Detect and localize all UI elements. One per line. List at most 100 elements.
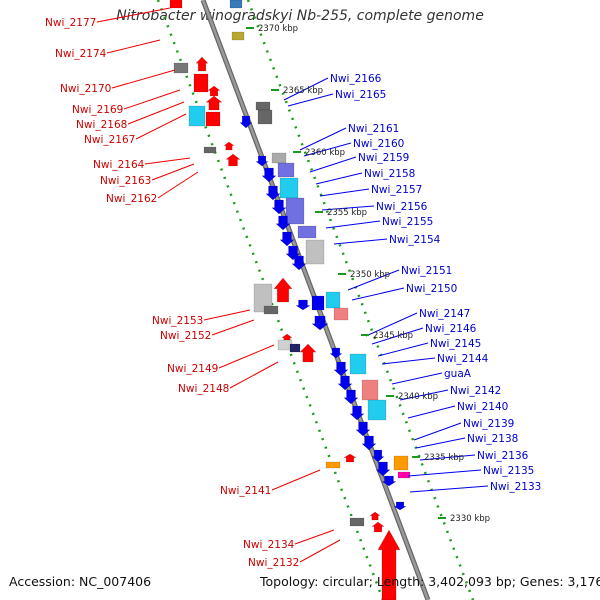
forward-gene-arrow <box>207 85 221 97</box>
gene-block <box>325 291 341 309</box>
gene-block <box>361 379 379 401</box>
gene-label-nwi_2152: Nwi_2152 <box>160 330 211 342</box>
gene-block <box>173 62 189 74</box>
gene-block <box>203 146 217 154</box>
gene-block <box>169 0 183 9</box>
gene-label-nwi_2134: Nwi_2134 <box>243 539 295 551</box>
leader-line <box>127 101 185 125</box>
gene-label-nwi_2158: Nwi_2158 <box>364 168 415 180</box>
gene-label-nwi_2132: Nwi_2132 <box>248 557 299 569</box>
leader-line <box>229 361 279 389</box>
gene-label-nwi_2177: Nwi_2177 <box>45 17 96 29</box>
forward-gene-arrow <box>299 343 317 363</box>
forward-gene-arrow <box>195 56 209 72</box>
reverse-gene-arrow <box>275 215 291 231</box>
forward-gene-arrow <box>223 141 235 151</box>
reverse-gene-arrow <box>295 299 311 311</box>
gene-block <box>289 343 301 353</box>
leader-line <box>294 529 335 545</box>
gene-block <box>311 295 325 311</box>
gene-label-nwi_2142: Nwi_2142 <box>450 385 501 397</box>
gene-block <box>397 471 411 479</box>
gene-block <box>231 31 245 41</box>
gene-label-nwi_2149: Nwi_2149 <box>167 363 218 375</box>
gene-label-nwi_2163: Nwi_2163 <box>100 175 151 187</box>
leader-line <box>299 539 341 563</box>
leader-line <box>135 113 187 140</box>
scale-label: 2365 kbp <box>283 86 323 96</box>
reverse-gene-arrow <box>375 461 391 477</box>
reverse-gene-arrow <box>239 115 253 129</box>
gene-label-nwi_2145: Nwi_2145 <box>430 338 481 350</box>
gene-label-nwi_2155: Nwi_2155 <box>382 216 433 228</box>
reverse-gene-arrow <box>291 255 307 271</box>
scale-label: 2335 kbp <box>424 453 464 463</box>
gene-block <box>253 283 273 313</box>
gene-label-nwi_2165: Nwi_2165 <box>335 89 386 101</box>
reverse-gene-arrow <box>311 315 329 331</box>
leader-line <box>315 172 363 185</box>
leader-line <box>347 269 400 291</box>
scale-label: 2350 kbp <box>350 270 390 280</box>
leader-line <box>111 69 176 89</box>
leader-line <box>309 156 357 173</box>
leader-line <box>399 389 449 401</box>
gene-block <box>279 177 299 199</box>
leader-line <box>325 220 381 229</box>
gene-label-nwi_2167: Nwi_2167 <box>84 134 135 146</box>
gene-label-nwi_2136: Nwi_2136 <box>477 450 529 462</box>
leader-line <box>283 77 329 101</box>
forward-gene-arrow <box>377 529 401 600</box>
reverse-gene-arrow <box>329 347 343 359</box>
reverse-gene-arrow <box>333 361 349 377</box>
reverse-gene-arrow <box>393 501 407 511</box>
gene-label-nwi_2147: Nwi_2147 <box>419 308 470 320</box>
gene-label-nwi_2133: Nwi_2133 <box>490 481 541 493</box>
gene-block <box>229 0 243 9</box>
gene-block <box>297 225 317 239</box>
reverse-gene-arrow <box>279 231 295 247</box>
scale-label: 2330 kbp <box>450 514 490 524</box>
gene-label-nwi_2157: Nwi_2157 <box>371 184 422 196</box>
scale-label: 2360 kbp <box>305 148 345 158</box>
leader-line <box>333 238 388 245</box>
gene-label-guaa: guaA <box>444 368 472 380</box>
leader-line <box>144 157 191 165</box>
gene-label-nwi_2168: Nwi_2168 <box>76 119 127 131</box>
gene-block <box>349 517 365 527</box>
scale-labels: 2370 kbp 2365 kbp 2360 kbp 2355 kbp 2350 kbp… <box>246 24 490 524</box>
gene-label-nwi_2146: Nwi_2146 <box>425 323 477 335</box>
gene-label-nwi_2164: Nwi_2164 <box>93 159 145 171</box>
gene-block <box>305 239 325 265</box>
forward-gene-arrow <box>371 521 385 533</box>
leader-line <box>303 142 352 157</box>
gene-label-nwi_2170: Nwi_2170 <box>60 83 111 95</box>
reverse-gene-arrow <box>343 389 359 405</box>
scale-label: 2345 kbp <box>373 331 413 341</box>
gene-label-nwi_2160: Nwi_2160 <box>353 138 404 150</box>
scale-label: 2355 kbp <box>327 208 367 218</box>
gene-label-nwi_2151: Nwi_2151 <box>401 265 452 277</box>
gene-block <box>367 399 387 421</box>
leader-line <box>409 485 489 493</box>
leader-line <box>211 319 255 336</box>
scale-label: 2370 kbp <box>258 24 298 34</box>
gene-label-nwi_2169: Nwi_2169 <box>72 104 123 116</box>
leader-line <box>203 309 251 321</box>
reverse-gene-arrow <box>355 421 371 437</box>
gene-block <box>193 73 209 93</box>
leader-line <box>391 372 443 385</box>
leader-line <box>407 469 482 477</box>
gene-label-nwi_2159: Nwi_2159 <box>358 152 409 164</box>
reverse-gene-arrow <box>371 449 385 463</box>
gene-labels: Nwi_2177 Nwi_2174 Nwi_2170 Nwi_2169 Nwi_2168… <box>45 17 541 569</box>
gene-label-nwi_2138: Nwi_2138 <box>467 433 518 445</box>
gene-label-nwi_2174: Nwi_2174 <box>55 48 107 60</box>
gene-block <box>271 152 287 164</box>
reverse-gene-arrow <box>265 185 281 201</box>
topology-text: Topology: circular; Length: 3,402,093 bp… <box>260 574 600 589</box>
leader-line <box>287 93 334 107</box>
leader-line <box>123 89 181 110</box>
leader-line <box>271 469 321 491</box>
gene-block <box>188 105 206 127</box>
